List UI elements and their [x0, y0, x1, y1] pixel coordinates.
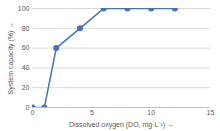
svg-text:Dissolved oxygen (DO, mg·L⁻¹): Dissolved oxygen (DO, mg·L⁻¹) → [69, 121, 174, 129]
svg-text:15: 15 [207, 109, 215, 116]
svg-text:80: 80 [22, 25, 30, 32]
svg-text:5: 5 [90, 109, 94, 116]
svg-text:40: 40 [22, 64, 30, 71]
svg-text:0: 0 [31, 109, 35, 116]
svg-text:0: 0 [26, 104, 30, 111]
svg-text:60: 60 [22, 44, 30, 51]
svg-text:20: 20 [22, 84, 30, 91]
svg-text:10: 10 [147, 109, 155, 116]
svg-text:100: 100 [18, 5, 30, 12]
svg-text:System capacity (%) →: System capacity (%) → [7, 22, 15, 95]
